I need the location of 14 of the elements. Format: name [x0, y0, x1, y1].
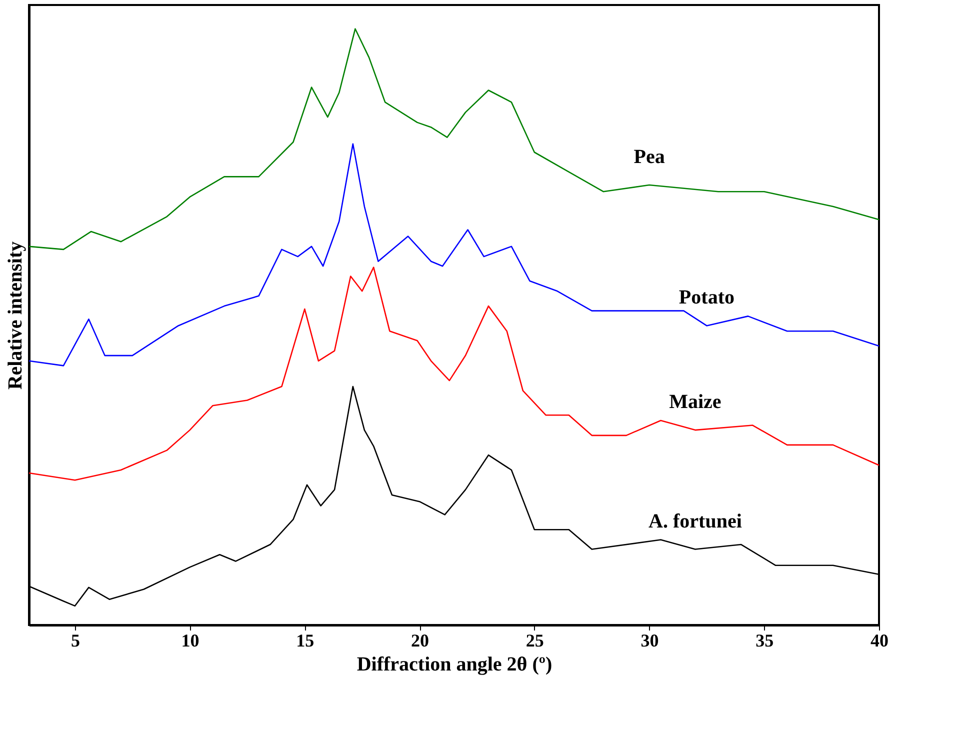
x-tick-label: 20 — [411, 630, 430, 650]
x-tick-label: 5 — [70, 630, 80, 650]
series-label: Maize — [669, 391, 722, 414]
x-tick-label: 30 — [640, 630, 659, 650]
series-label: A. fortunei — [648, 510, 742, 532]
x-axis-title: Diffraction angle 2θ (º) — [356, 654, 552, 676]
x-tick-label: 15 — [296, 630, 314, 650]
x-tick-label: 10 — [181, 630, 200, 650]
series-label: Pea — [634, 146, 665, 168]
series-label: Potato — [678, 286, 734, 309]
x-tick-label: 40 — [870, 630, 888, 650]
x-tick-label: 35 — [756, 630, 774, 650]
x-tick-label: 25 — [526, 630, 544, 650]
y-axis-title: Relative intensity — [4, 241, 26, 390]
